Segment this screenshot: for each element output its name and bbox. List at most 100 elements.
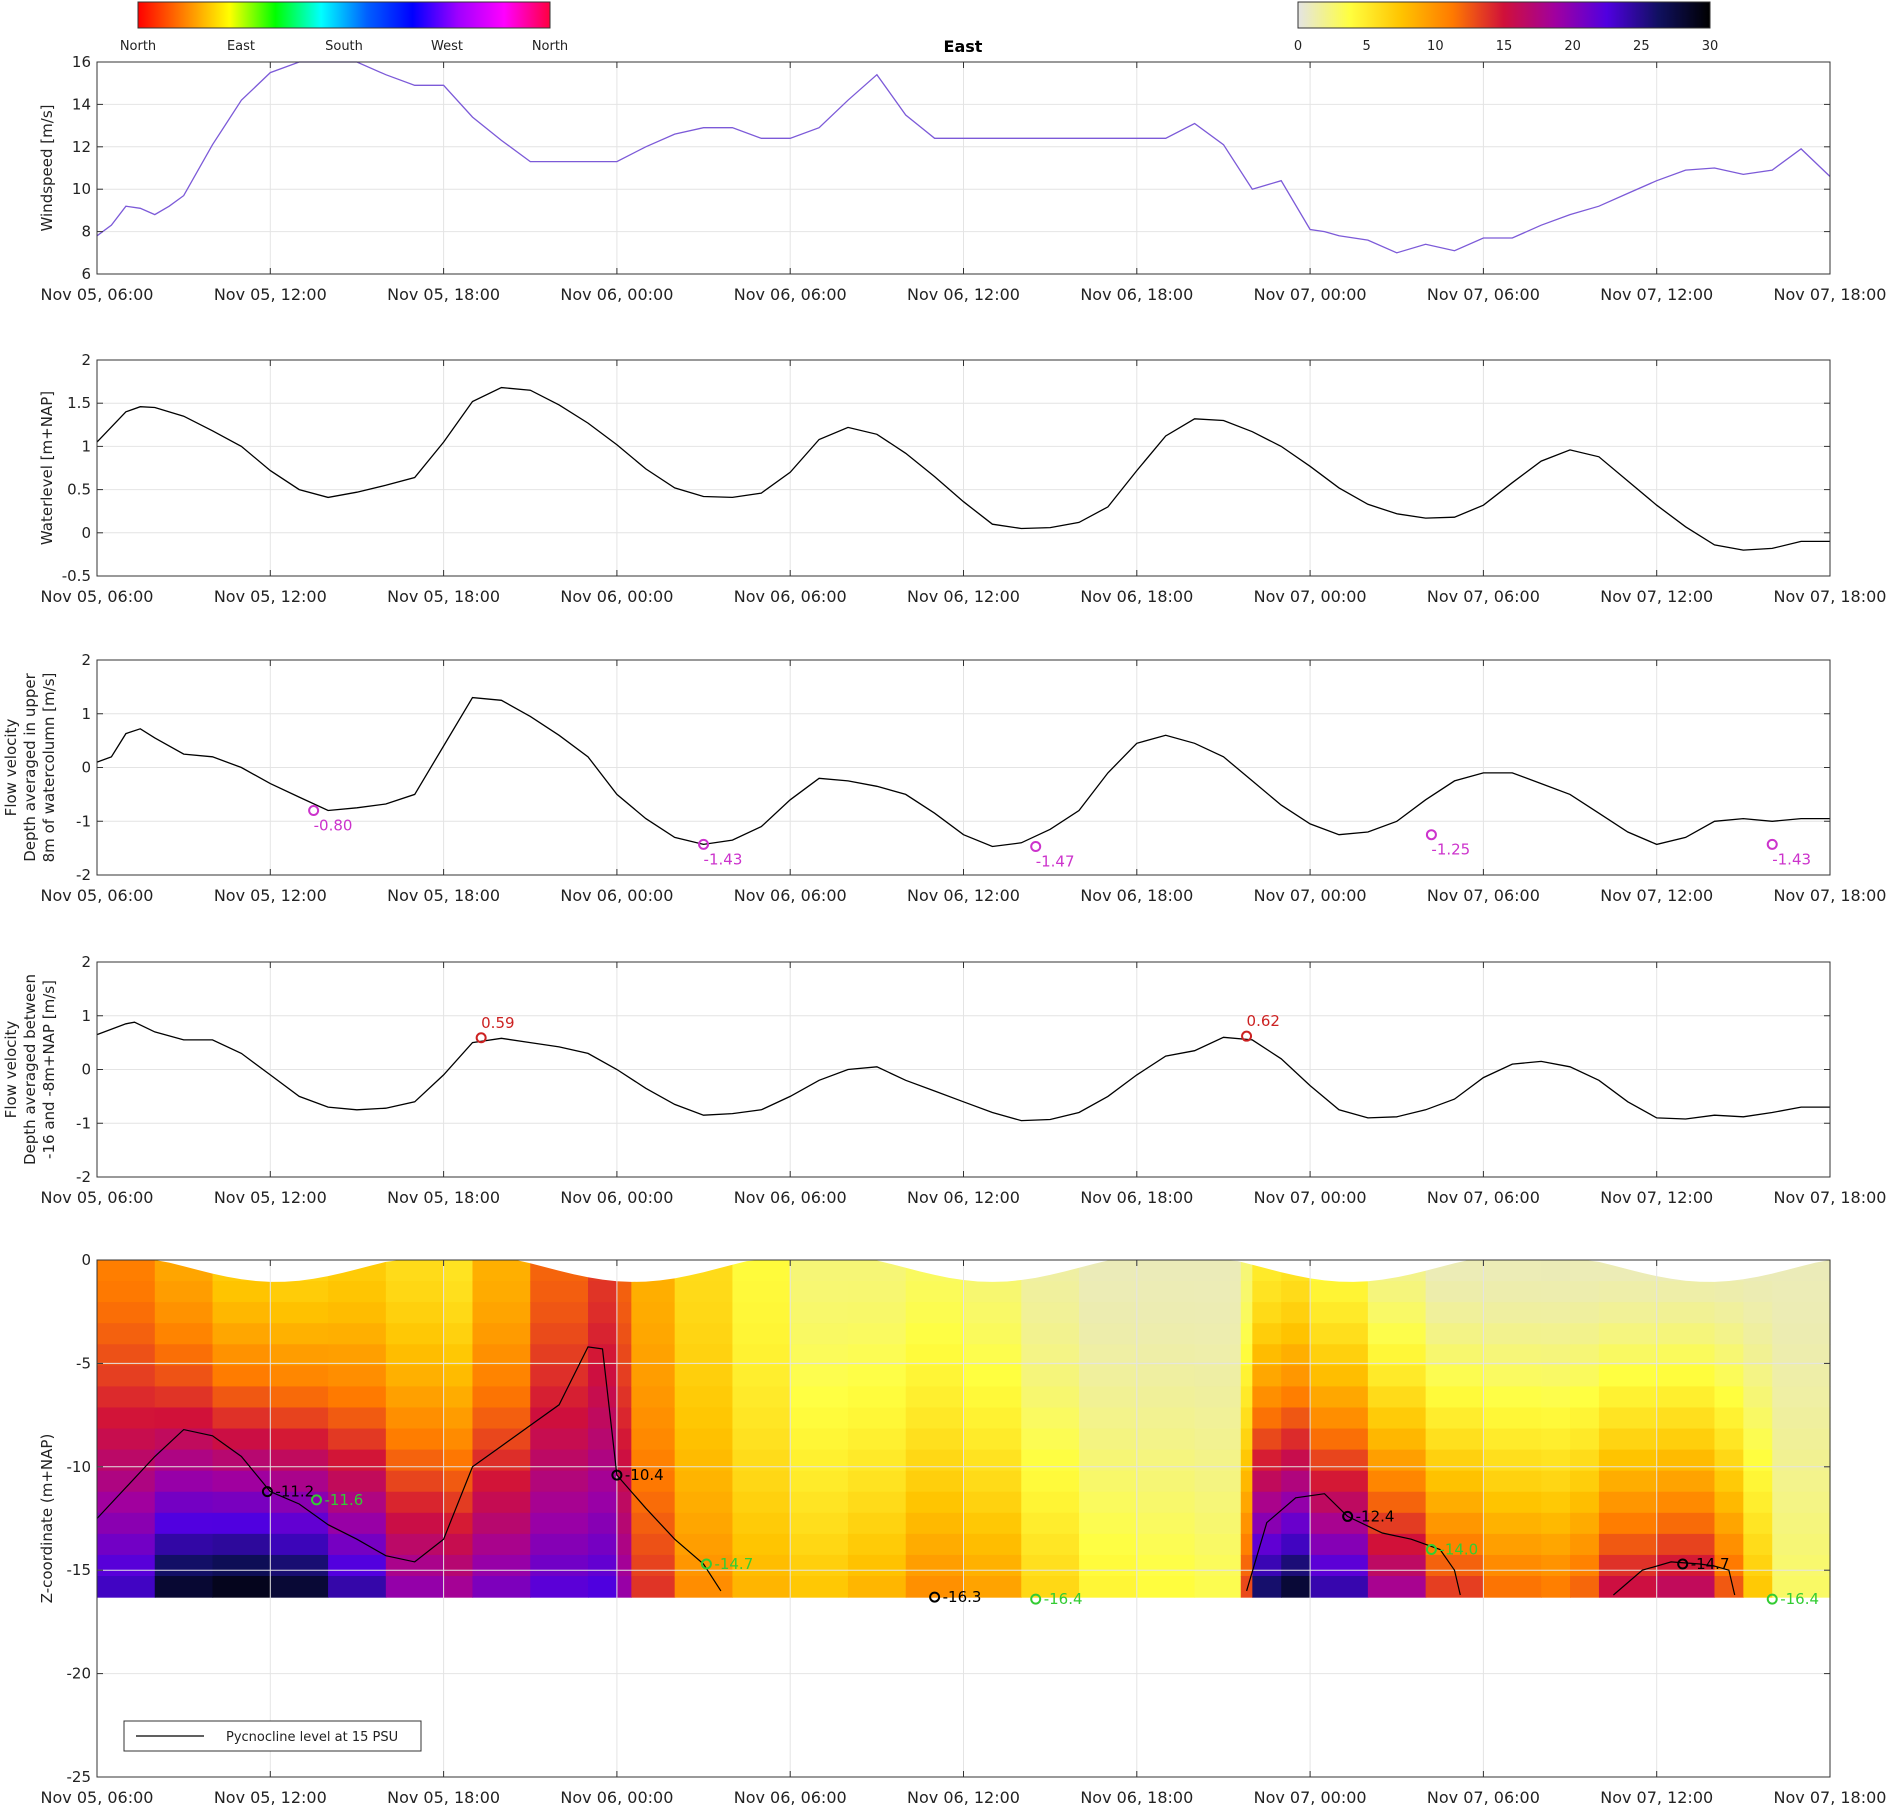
salinity-cell bbox=[616, 1302, 632, 1324]
salinity-cell bbox=[472, 1533, 531, 1556]
salinity-cell bbox=[1656, 1365, 1716, 1388]
salinity-tick-label: 15 bbox=[1496, 39, 1513, 54]
salinity-cell bbox=[385, 1323, 445, 1345]
salinity-cell bbox=[270, 1554, 329, 1577]
salinity-cell bbox=[1240, 1365, 1253, 1388]
salinity-cell bbox=[154, 1302, 214, 1324]
salinity-cell bbox=[1598, 1407, 1658, 1430]
salinity-cell bbox=[1598, 1449, 1658, 1472]
pycnocline-line bbox=[1246, 1493, 1461, 1596]
salinity-cell bbox=[732, 1491, 791, 1514]
salinity-cell bbox=[1541, 1302, 1571, 1324]
salinity-cell bbox=[154, 1512, 214, 1535]
x-tick-label: Nov 05, 18:00 bbox=[387, 886, 500, 905]
salinity-cell bbox=[443, 1533, 474, 1556]
salinity-cell bbox=[328, 1470, 387, 1493]
salinity-cell bbox=[1425, 1344, 1484, 1366]
salinity-cell bbox=[905, 1407, 965, 1430]
salinity-cell bbox=[1281, 1407, 1311, 1430]
salinity-cell bbox=[1310, 1344, 1369, 1366]
salinity-cell bbox=[270, 1470, 329, 1493]
salinity-cell bbox=[616, 1554, 632, 1577]
salinity-cell bbox=[616, 1407, 632, 1430]
salinity-cell bbox=[385, 1344, 445, 1366]
salinity-cell bbox=[963, 1554, 1022, 1577]
salinity-cell bbox=[790, 1533, 849, 1556]
salinity-cell bbox=[1743, 1323, 1773, 1345]
salinity-cell bbox=[443, 1449, 474, 1472]
salinity-cell bbox=[616, 1365, 632, 1388]
salinity-cell bbox=[1252, 1428, 1282, 1451]
x-tick-label: Nov 06, 18:00 bbox=[1080, 587, 1193, 606]
salinity-cell bbox=[530, 1470, 589, 1493]
salinity-cell bbox=[1483, 1449, 1542, 1472]
x-tick-label: Nov 05, 18:00 bbox=[387, 285, 500, 304]
x-tick-label: Nov 05, 18:00 bbox=[387, 1788, 500, 1807]
annotation-label: -10.4 bbox=[625, 1466, 664, 1484]
salinity-cell bbox=[1598, 1428, 1658, 1451]
salinity-cell bbox=[385, 1449, 445, 1472]
salinity-cell bbox=[847, 1491, 907, 1514]
salinity-cell bbox=[1281, 1302, 1311, 1324]
salinity-cell bbox=[616, 1491, 632, 1514]
salinity-cell bbox=[1240, 1323, 1253, 1345]
salinity-cell bbox=[472, 1281, 531, 1303]
x-tick-label: Nov 05, 06:00 bbox=[41, 587, 154, 606]
y-tick-label: 0 bbox=[81, 524, 91, 542]
salinity-cell bbox=[1570, 1491, 1600, 1514]
salinity-cell bbox=[963, 1533, 1022, 1556]
salinity-cell bbox=[154, 1344, 214, 1366]
salinity-colorbar: 0 5 10 15 20 25 30 bbox=[1294, 1, 1718, 54]
salinity-cell bbox=[1714, 1386, 1744, 1409]
salinity-cell bbox=[328, 1386, 387, 1409]
salinity-cell bbox=[1252, 1449, 1282, 1472]
annotation-marker bbox=[700, 1558, 712, 1570]
salinity-cell bbox=[1021, 1449, 1080, 1472]
salinity-cell bbox=[963, 1407, 1022, 1430]
salinity-cell bbox=[790, 1386, 849, 1409]
salinity-cell bbox=[97, 1386, 156, 1409]
y-axis-label: Windspeed [m/s] bbox=[38, 105, 56, 232]
salinity-cell bbox=[212, 1407, 271, 1430]
salinity-cell bbox=[1252, 1533, 1282, 1556]
salinity-cell bbox=[1743, 1407, 1773, 1430]
salinity-cell bbox=[1541, 1533, 1571, 1556]
annotation-label: -14.7 bbox=[1691, 1555, 1730, 1573]
salinity-tick-label: 10 bbox=[1427, 39, 1444, 54]
y-axis-label: Depth averaged between bbox=[21, 974, 39, 1165]
salinity-cell bbox=[270, 1386, 329, 1409]
salinity-cell bbox=[1656, 1512, 1716, 1535]
salinity-cell bbox=[847, 1323, 907, 1345]
salinity-cell bbox=[1714, 1281, 1744, 1303]
salinity-cell bbox=[1656, 1281, 1716, 1303]
salinity-cell bbox=[1425, 1449, 1484, 1472]
salinity-cell bbox=[790, 1576, 849, 1598]
salinity-cell bbox=[1136, 1302, 1196, 1324]
pycnocline-line bbox=[96, 1346, 722, 1592]
salinity-cell bbox=[1021, 1491, 1080, 1514]
salinity-cell bbox=[963, 1470, 1022, 1493]
salinity-cell bbox=[847, 1260, 907, 1282]
salinity-cell bbox=[1310, 1302, 1369, 1324]
salinity-cell bbox=[847, 1365, 907, 1388]
salinity-cell bbox=[1194, 1407, 1242, 1430]
salinity-cell bbox=[1194, 1323, 1242, 1345]
salinity-cell bbox=[1714, 1407, 1744, 1430]
x-tick-label: Nov 07, 18:00 bbox=[1774, 1188, 1887, 1207]
salinity-cell bbox=[1367, 1428, 1427, 1451]
salinity-cell bbox=[847, 1344, 907, 1366]
salinity-cell bbox=[790, 1260, 849, 1282]
annotation-label: -14.7 bbox=[714, 1555, 753, 1573]
legend-label: Pycnocline level at 15 PSU bbox=[226, 1730, 398, 1745]
salinity-cell bbox=[1570, 1323, 1600, 1345]
salinity-cell bbox=[1570, 1281, 1600, 1303]
salinity-cell bbox=[1079, 1470, 1138, 1493]
salinity-cell bbox=[530, 1365, 589, 1388]
salinity-cell bbox=[1541, 1554, 1571, 1577]
salinity-cell bbox=[1772, 1576, 1831, 1598]
salinity-cell bbox=[674, 1281, 734, 1303]
salinity-cell bbox=[530, 1428, 589, 1451]
salinity-cell bbox=[1252, 1365, 1282, 1388]
salinity-cell bbox=[1772, 1302, 1831, 1324]
salinity-cell bbox=[1310, 1491, 1369, 1514]
